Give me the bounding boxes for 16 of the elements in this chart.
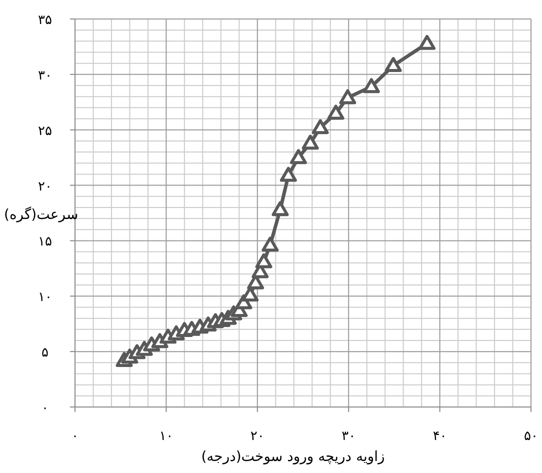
y-tick-label: ۳۵ <box>38 13 52 28</box>
x-tick-label: ۱۰ <box>159 429 174 444</box>
x-axis-title: زاویه دریچه ورود سوخت(درجه) <box>201 449 385 465</box>
y-tick-label: ۲۵ <box>38 124 52 139</box>
y-tick-label: ۲۰ <box>38 179 52 194</box>
x-tick-label: ۵۰ <box>524 429 538 444</box>
x-tick-label: ۴۰ <box>432 429 447 444</box>
y-tick-label: ۳۰ <box>38 68 52 84</box>
y-tick-label: ۱۵ <box>38 234 52 250</box>
y-tick-label: ۱۰ <box>38 290 52 306</box>
y-tick-label: ۰ <box>42 401 48 416</box>
y-tick-label: ۵ <box>42 346 49 361</box>
x-tick-label: ۰ <box>72 429 78 444</box>
y-axis-title: سرعت(گره) <box>4 206 78 223</box>
x-tick-label: ۳۰ <box>342 429 356 444</box>
x-tick-label: ۲۰ <box>250 429 264 444</box>
